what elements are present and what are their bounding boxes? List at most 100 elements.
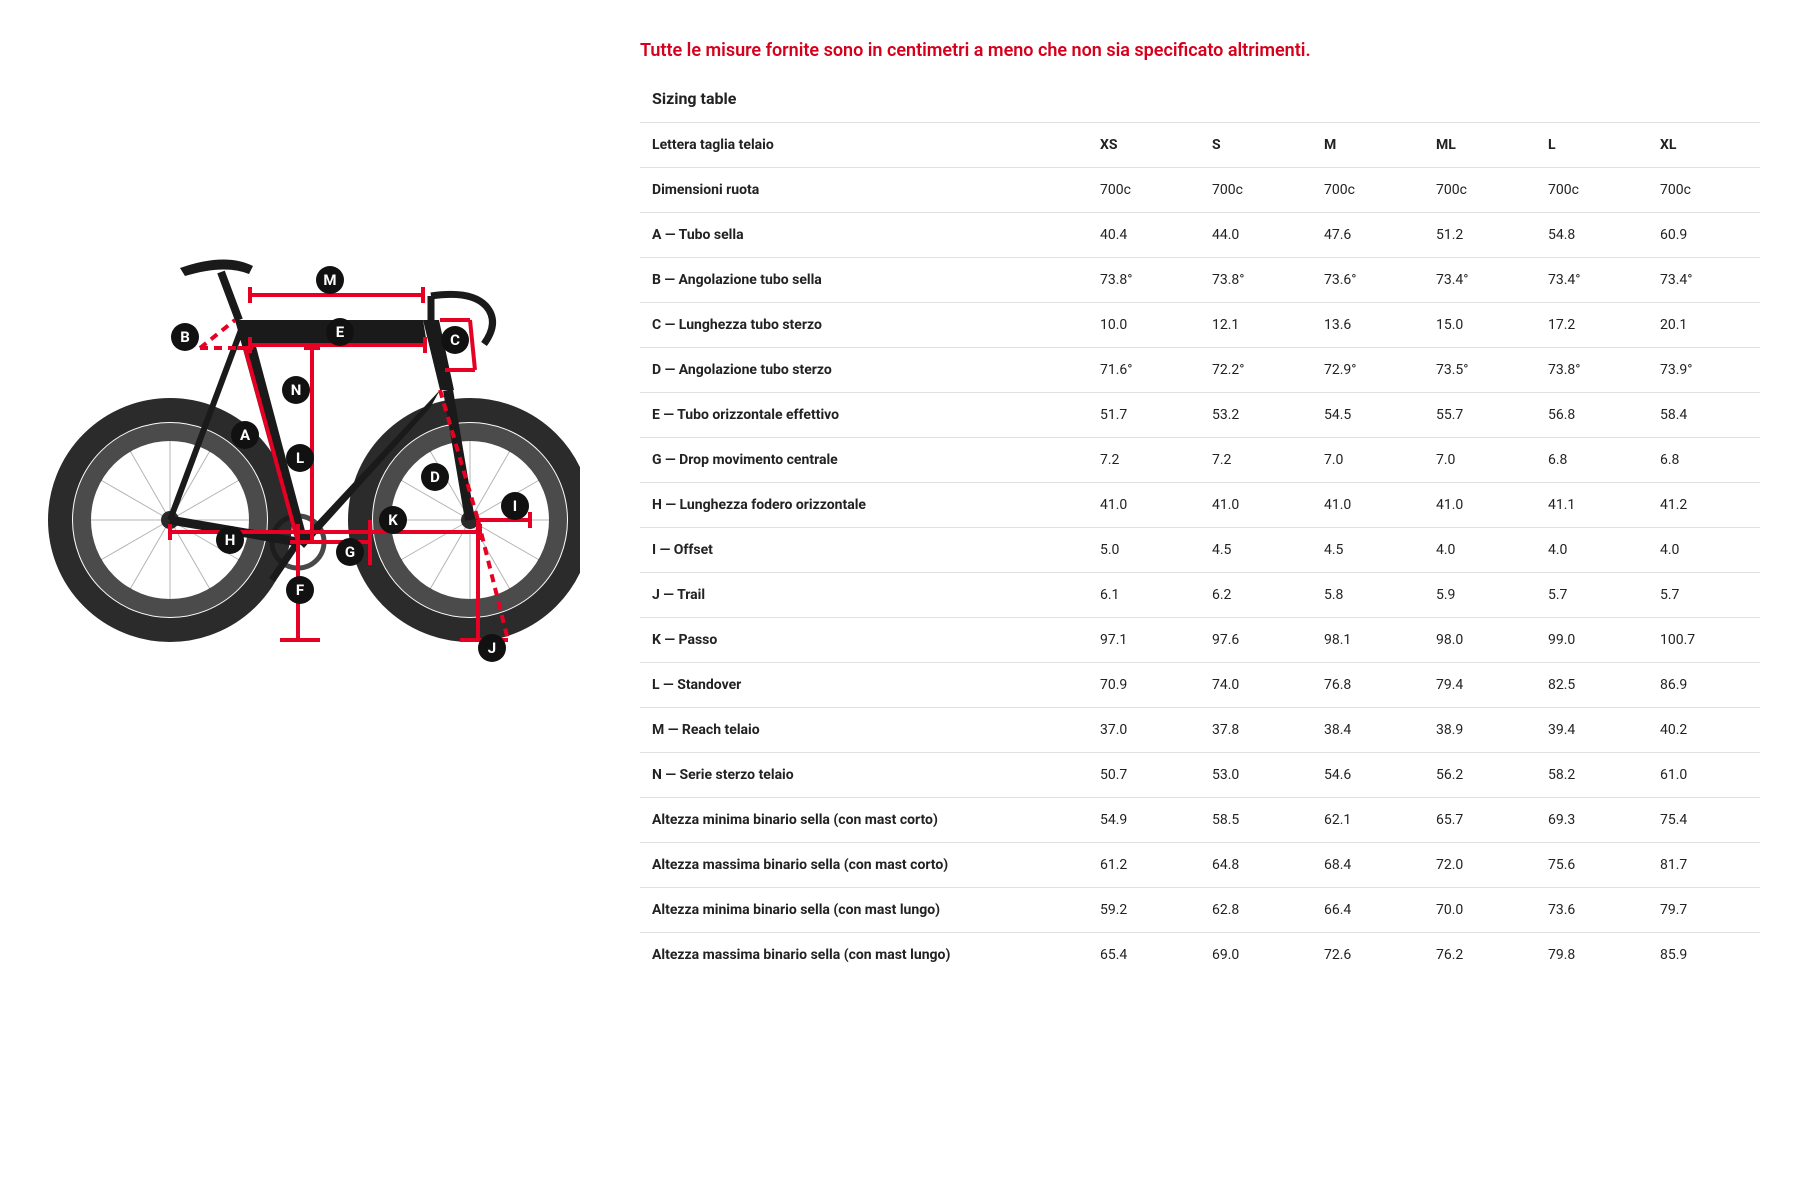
table-row: D — Angolazione tubo sterzo71.6°72.2°72.… — [640, 348, 1760, 393]
row-label: K — Passo — [640, 618, 1088, 663]
cell-value: 62.1 — [1312, 798, 1424, 843]
table-row: C — Lunghezza tubo sterzo10.012.113.615.… — [640, 303, 1760, 348]
cell-value: 69.3 — [1536, 798, 1648, 843]
geometry-marker-b: B — [171, 323, 199, 351]
cell-value: 72.0 — [1424, 843, 1536, 888]
cell-value: 73.8° — [1536, 348, 1648, 393]
cell-value: 59.2 — [1088, 888, 1200, 933]
cell-value: 51.7 — [1088, 393, 1200, 438]
cell-value: 82.5 — [1536, 663, 1648, 708]
geometry-marker-n: N — [282, 376, 310, 404]
cell-value: 98.0 — [1424, 618, 1536, 663]
cell-value: 700c — [1312, 168, 1424, 213]
geometry-marker-k: K — [379, 506, 407, 534]
cell-value: 79.4 — [1424, 663, 1536, 708]
cell-value: 71.6° — [1088, 348, 1200, 393]
cell-value: 70.9 — [1088, 663, 1200, 708]
cell-value: 74.0 — [1200, 663, 1312, 708]
cell-value: 73.6 — [1536, 888, 1648, 933]
size-header: L — [1536, 123, 1648, 168]
cell-value: 5.8 — [1312, 573, 1424, 618]
cell-value: 37.0 — [1088, 708, 1200, 753]
cell-value: 5.7 — [1536, 573, 1648, 618]
cell-value: 53.2 — [1200, 393, 1312, 438]
sizing-table-title: Sizing table — [640, 89, 1760, 108]
row-label: G — Drop movimento centrale — [640, 438, 1088, 483]
cell-value: 73.4° — [1536, 258, 1648, 303]
cell-value: 79.8 — [1536, 933, 1648, 978]
cell-value: 700c — [1424, 168, 1536, 213]
cell-value: 7.2 — [1200, 438, 1312, 483]
cell-value: 54.9 — [1088, 798, 1200, 843]
cell-value: 37.8 — [1200, 708, 1312, 753]
row-label: J — Trail — [640, 573, 1088, 618]
row-label: N — Serie sterzo telaio — [640, 753, 1088, 798]
cell-value: 41.0 — [1424, 483, 1536, 528]
row-label: M — Reach telaio — [640, 708, 1088, 753]
cell-value: 73.6° — [1312, 258, 1424, 303]
cell-value: 13.6 — [1312, 303, 1424, 348]
size-header: ML — [1424, 123, 1536, 168]
cell-value: 68.4 — [1312, 843, 1424, 888]
cell-value: 700c — [1088, 168, 1200, 213]
geometry-marker-f: F — [286, 576, 314, 604]
cell-value: 60.9 — [1648, 213, 1760, 258]
table-row: A — Tubo sella40.444.047.651.254.860.9 — [640, 213, 1760, 258]
cell-value: 4.5 — [1200, 528, 1312, 573]
cell-value: 58.5 — [1200, 798, 1312, 843]
cell-value: 58.2 — [1536, 753, 1648, 798]
cell-value: 41.1 — [1536, 483, 1648, 528]
cell-value: 54.6 — [1312, 753, 1424, 798]
cell-value: 5.9 — [1424, 573, 1536, 618]
table-row: J — Trail6.16.25.85.95.75.7 — [640, 573, 1760, 618]
cell-value: 4.5 — [1312, 528, 1424, 573]
table-row: Altezza minima binario sella (con mast c… — [640, 798, 1760, 843]
row-label: L — Standover — [640, 663, 1088, 708]
cell-value: 75.6 — [1536, 843, 1648, 888]
table-row: K — Passo97.197.698.198.099.0100.7 — [640, 618, 1760, 663]
geometry-marker-a: A — [231, 421, 259, 449]
cell-value: 700c — [1200, 168, 1312, 213]
bike-geometry-diagram: BMECNALDIKHGFJ — [40, 240, 580, 690]
row-label: D — Angolazione tubo sterzo — [640, 348, 1088, 393]
table-row: I — Offset5.04.54.54.04.04.0 — [640, 528, 1760, 573]
cell-value: 85.9 — [1648, 933, 1760, 978]
geometry-marker-h: H — [216, 526, 244, 554]
cell-value: 50.7 — [1088, 753, 1200, 798]
header-label: Lettera taglia telaio — [640, 123, 1088, 168]
cell-value: 41.0 — [1312, 483, 1424, 528]
row-label: E — Tubo orizzontale effettivo — [640, 393, 1088, 438]
size-header: XS — [1088, 123, 1200, 168]
cell-value: 700c — [1648, 168, 1760, 213]
table-row: H — Lunghezza fodero orizzontale41.041.0… — [640, 483, 1760, 528]
geometry-marker-e: E — [326, 318, 354, 346]
row-label: Altezza minima binario sella (con mast l… — [640, 888, 1088, 933]
cell-value: 76.8 — [1312, 663, 1424, 708]
cell-value: 47.6 — [1312, 213, 1424, 258]
cell-value: 20.1 — [1648, 303, 1760, 348]
cell-value: 38.9 — [1424, 708, 1536, 753]
cell-value: 7.0 — [1312, 438, 1424, 483]
cell-value: 39.4 — [1536, 708, 1648, 753]
table-row: Altezza massima binario sella (con mast … — [640, 933, 1760, 978]
cell-value: 64.8 — [1200, 843, 1312, 888]
cell-value: 7.0 — [1424, 438, 1536, 483]
units-notice: Tutte le misure fornite sono in centimet… — [640, 40, 1760, 61]
cell-value: 97.1 — [1088, 618, 1200, 663]
cell-value: 73.8° — [1088, 258, 1200, 303]
cell-value: 5.7 — [1648, 573, 1760, 618]
row-label: Altezza massima binario sella (con mast … — [640, 933, 1088, 978]
cell-value: 75.4 — [1648, 798, 1760, 843]
cell-value: 41.2 — [1648, 483, 1760, 528]
cell-value: 73.4° — [1424, 258, 1536, 303]
cell-value: 15.0 — [1424, 303, 1536, 348]
cell-value: 54.5 — [1312, 393, 1424, 438]
cell-value: 73.8° — [1200, 258, 1312, 303]
cell-value: 53.0 — [1200, 753, 1312, 798]
cell-value: 6.8 — [1536, 438, 1648, 483]
cell-value: 72.9° — [1312, 348, 1424, 393]
table-row: B — Angolazione tubo sella73.8°73.8°73.6… — [640, 258, 1760, 303]
cell-value: 56.2 — [1424, 753, 1536, 798]
geometry-marker-j: J — [478, 634, 506, 662]
cell-value: 12.1 — [1200, 303, 1312, 348]
